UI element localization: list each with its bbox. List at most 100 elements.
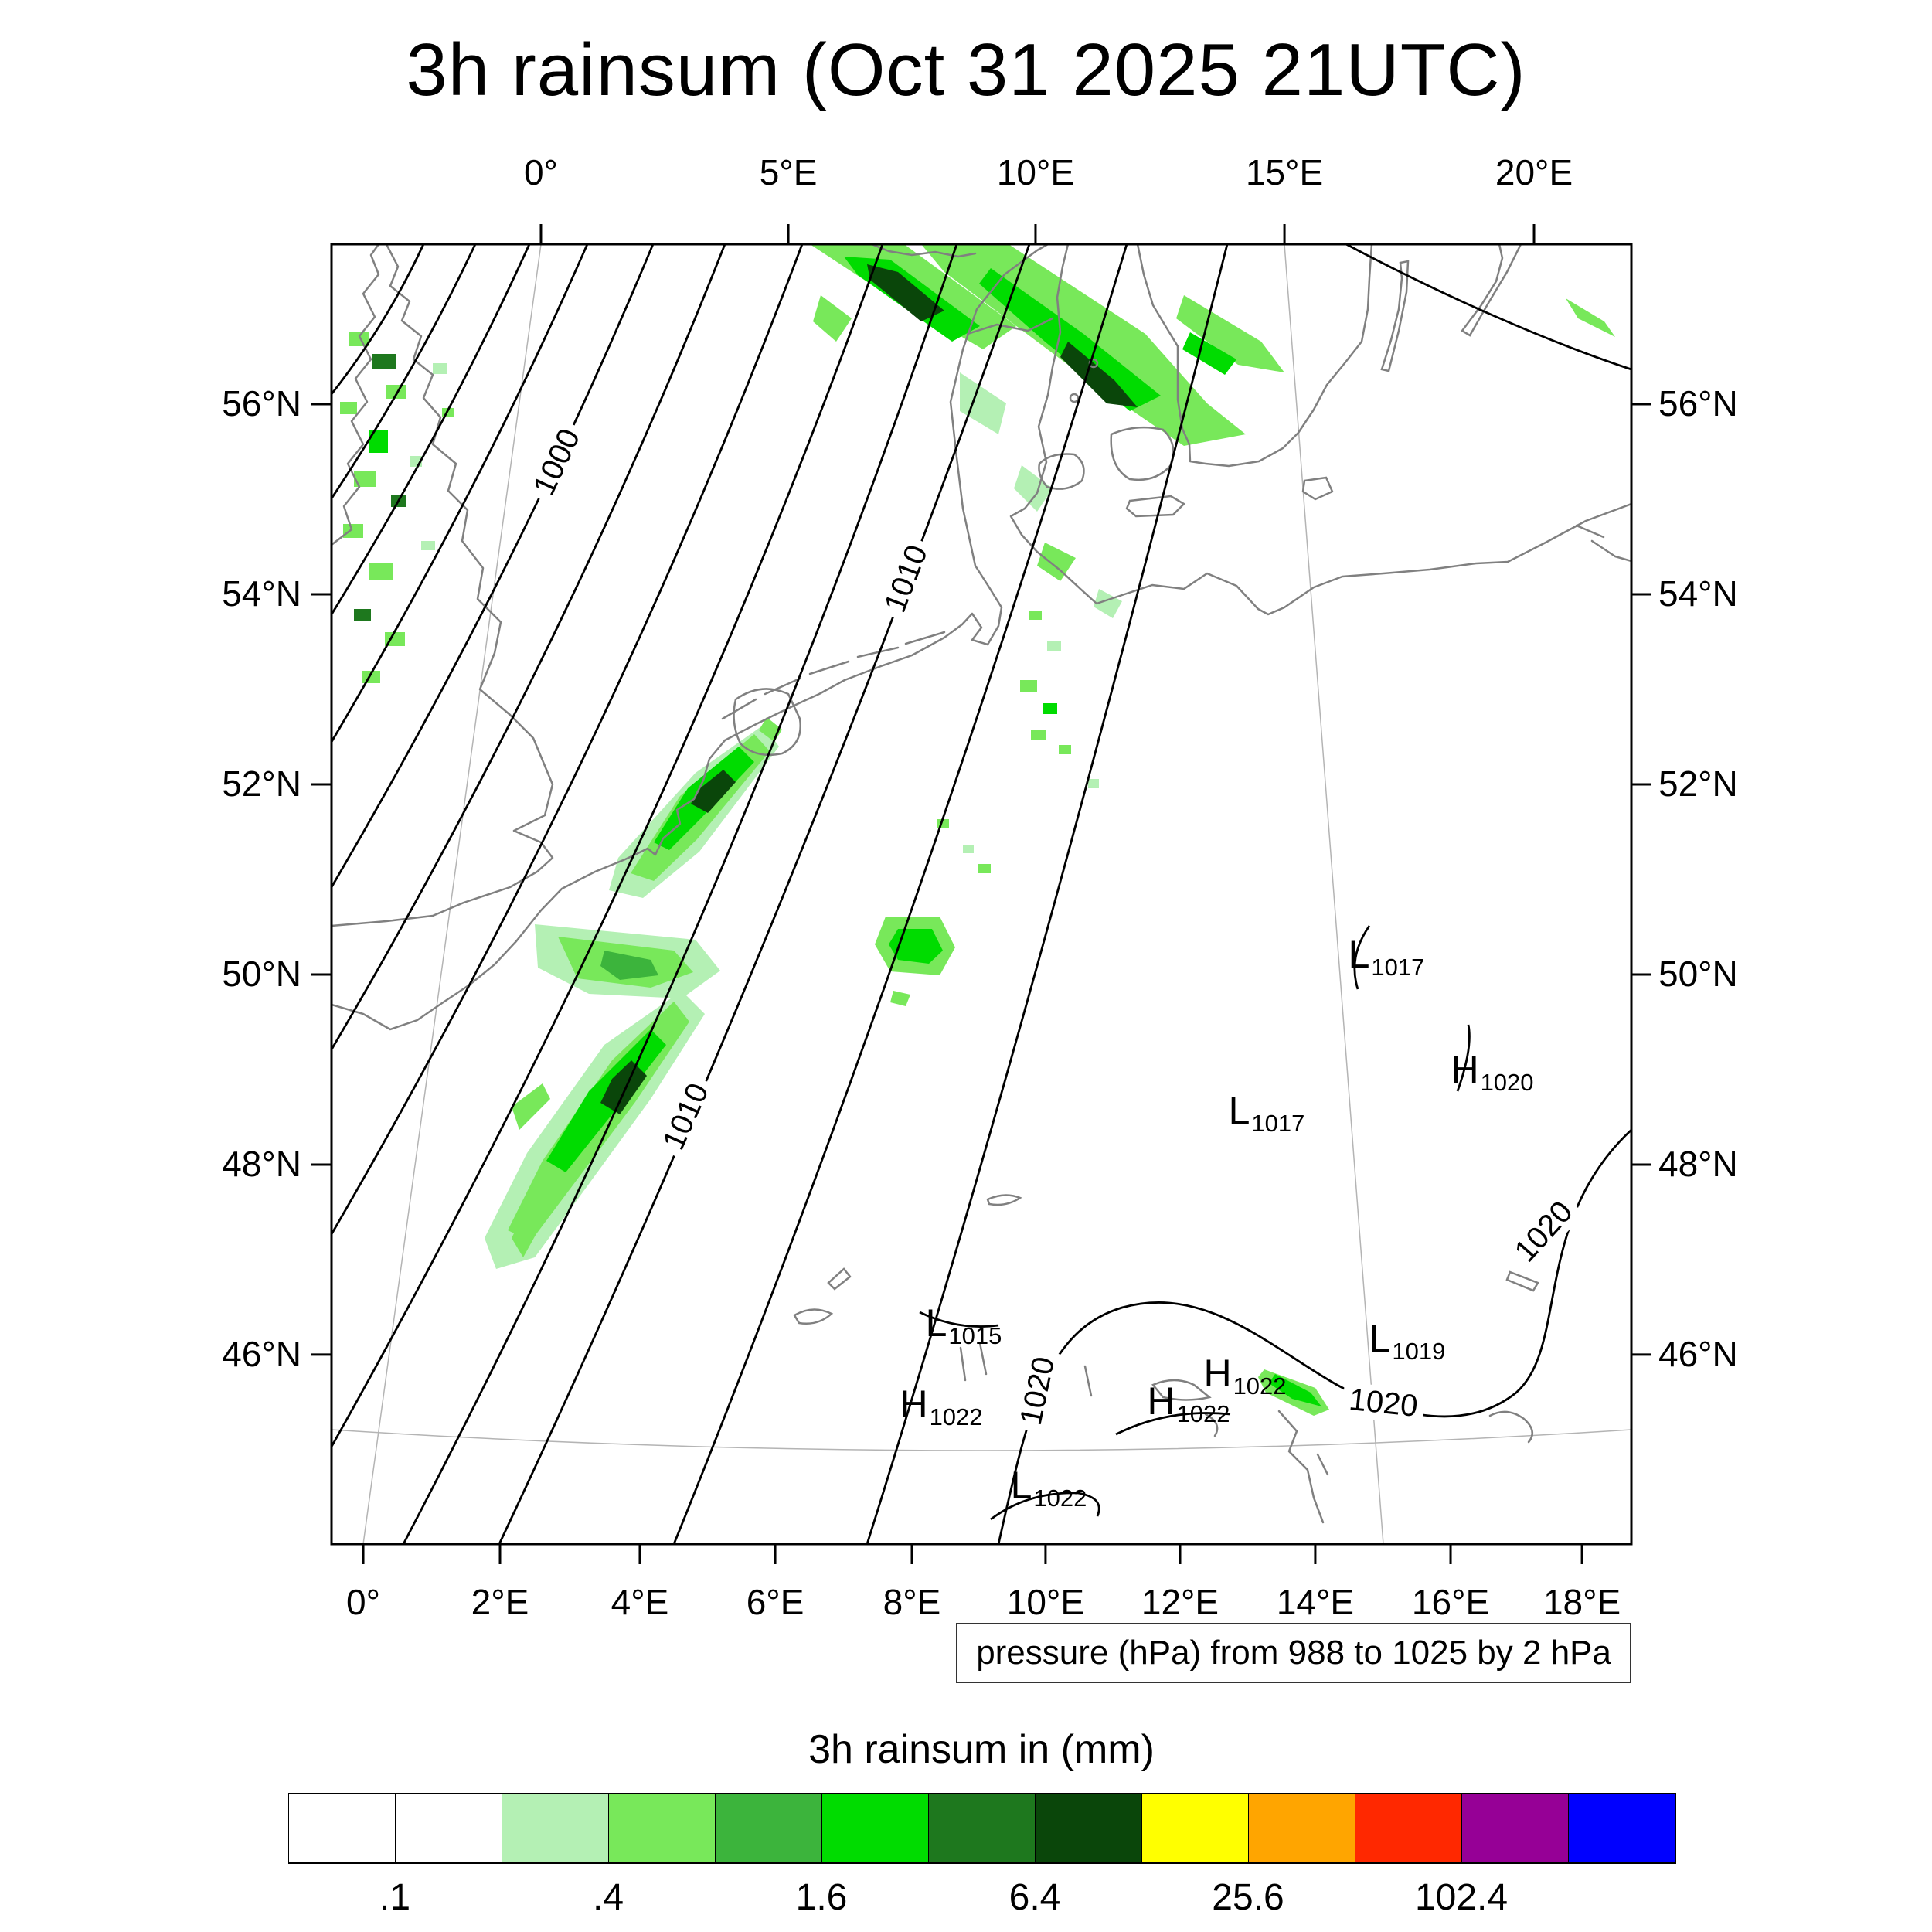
axis-tick-left: 46°N [222,1333,301,1374]
colorbar-cell-12 [1568,1794,1675,1863]
axis-tick-left: 48°N [222,1144,301,1185]
axis-tick-right: 48°N [1658,1144,1738,1185]
pressure-letter: L [925,1301,947,1345]
colorbar-cell-7 [1035,1794,1142,1863]
page-title: 3h rainsum (Oct 31 2025 21UTC) [406,29,1526,111]
coast-channel-france [332,739,726,1031]
axis-tick-bottom: 0° [346,1582,381,1622]
axis-tick-right: 52°N [1658,764,1738,804]
axis-tick-top: 15°E [1245,152,1324,192]
lake-neuchatel [827,1267,852,1291]
island-bornholm [1301,476,1334,501]
pressure-letter: L [1369,1317,1391,1361]
axis-tick-top: 20°E [1495,152,1573,192]
colorbar-cell-5 [821,1794,929,1863]
low-pressure-marker: L1019 [1369,1316,1446,1365]
colorbar-cell-2 [502,1794,609,1863]
pressure-letter: H [900,1383,928,1427]
rain-layer [340,244,1615,1416]
axis-tick-bottom: 12°E [1141,1582,1219,1622]
axis-tick-bottom: 18°E [1543,1582,1621,1622]
colorbar-tick-label: 25.6 [1212,1877,1284,1918]
map-border [330,243,1633,1546]
island-lolland [1125,495,1186,518]
axis-tick-top: 10°E [996,152,1075,192]
pressure-caption: pressure (hPa) from 988 to 1025 by 2 hPa [956,1623,1631,1683]
low-pressure-marker: L1022 [1010,1463,1087,1512]
axis-tick-top: 5°E [759,152,818,192]
pressure-letter: H [1451,1048,1479,1092]
coast-germany-jutland-west [723,244,1049,742]
high-pressure-marker: H1022 [1147,1379,1230,1427]
axis-tick-right: 50°N [1658,953,1738,994]
colorbar-tick-label: .1 [379,1877,411,1918]
axis-tick-bottom: 6°E [746,1582,804,1622]
coastlines [332,244,1631,1524]
colorbar-cell-6 [928,1794,1036,1863]
colorbar-tick-label: 1.6 [795,1877,848,1918]
island-gotland [1461,244,1522,337]
pressure-letter: H [1203,1352,1232,1396]
island-oland [1380,260,1410,372]
coast-britain-east [332,244,554,927]
axis-tick-left: 54°N [222,573,301,614]
colorbar-cell-4 [715,1794,822,1863]
graticule [332,244,1631,1544]
pressure-value: 1022 [1033,1485,1087,1512]
coast-norway-fragment [870,244,977,258]
axis-tick-right: 56°N [1658,383,1738,424]
colorbar-tick-label: .4 [592,1877,624,1918]
coast-jutland-east-baltic [1009,244,1631,616]
pressure-letter: L [1348,933,1370,977]
axis-ticks [311,224,1651,1564]
low-pressure-marker: L1017 [1228,1088,1305,1137]
colorbar-cell-3 [608,1794,716,1863]
axis-tick-bottom: 2°E [471,1582,529,1622]
axis-tick-bottom: 14°E [1276,1582,1355,1622]
axis-tick-left: 52°N [222,764,301,804]
high-pressure-marker: H1022 [900,1382,983,1431]
pressure-letter: L [1010,1464,1032,1508]
lake-balaton [1505,1270,1539,1292]
colorbar-title: 3h rainsum in (mm) [808,1727,1155,1772]
high-pressure-marker: H1020 [1451,1047,1533,1096]
colorbar-tick-label: 6.4 [1009,1877,1061,1918]
pressure-value: 1017 [1371,954,1425,981]
pressure-value: 1015 [948,1322,1002,1350]
italian-lakes [959,1342,1093,1397]
colorbar-cell-8 [1141,1794,1249,1863]
axis-tick-bottom: 10°E [1006,1582,1085,1622]
coast-baltic-east [1575,524,1631,563]
colorbar-cell-10 [1355,1794,1462,1863]
axis-tick-right: 54°N [1658,573,1738,614]
pressure-value: 1022 [1233,1372,1287,1400]
colorbar-cell-11 [1461,1794,1569,1863]
isobars [332,244,1631,1544]
island-zealand [1110,426,1175,481]
lake-geneva [793,1308,834,1325]
coast-croatia-rivers [1488,1410,1534,1444]
high-pressure-marker: H1022 [1203,1351,1286,1400]
pressure-value: 1022 [1176,1400,1230,1428]
pressure-value: 1020 [1480,1069,1534,1097]
pressure-value: 1017 [1251,1110,1305,1138]
lake-ijsselmeer [733,688,801,757]
axis-tick-bottom: 4°E [611,1582,669,1622]
limfjord [966,317,1054,335]
lake-constance [986,1194,1022,1206]
pressure-value: 1022 [929,1403,983,1431]
po-delta [1204,1413,1219,1437]
pressure-value: 1019 [1392,1338,1446,1366]
low-pressure-marker: L1017 [1348,932,1425,981]
axis-tick-bottom: 16°E [1411,1582,1490,1622]
axis-tick-right: 46°N [1658,1333,1738,1374]
coast-istria [1277,1410,1329,1524]
wadden-islands [721,631,946,720]
colorbar-cell-0 [288,1794,396,1863]
axis-tick-bottom: 8°E [883,1582,941,1622]
pressure-letter: H [1147,1379,1175,1423]
pressure-letter: L [1228,1089,1250,1133]
venice-lagoon [1151,1379,1212,1401]
colorbar-cell-9 [1248,1794,1355,1863]
